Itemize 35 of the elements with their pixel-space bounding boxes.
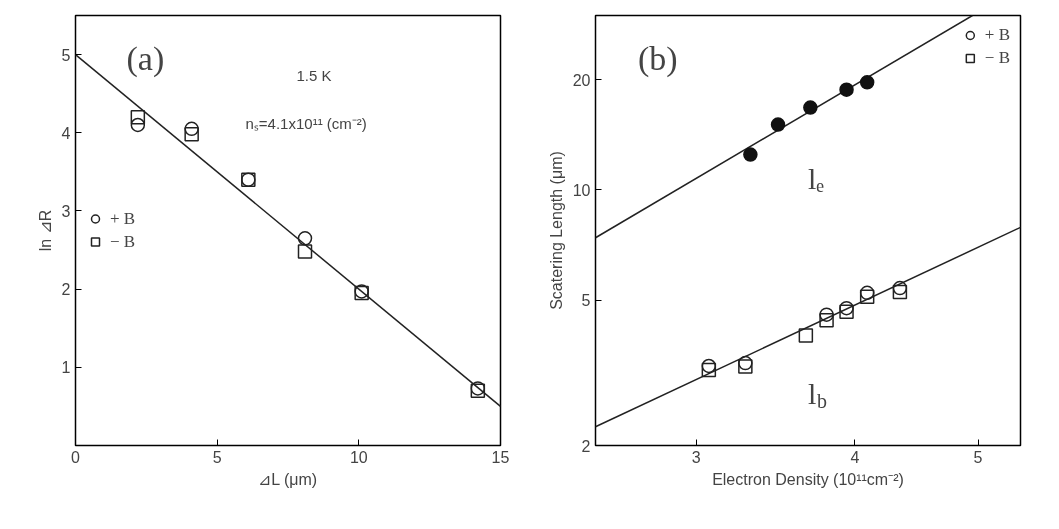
x-tick-label: 5 bbox=[212, 448, 222, 466]
y-tick-label: 5 bbox=[581, 292, 591, 310]
y-tick-label: 20 bbox=[572, 71, 591, 89]
y-tick-label: 4 bbox=[61, 124, 71, 142]
legend-label: + B bbox=[984, 25, 1010, 45]
x-tick-label: 15 bbox=[491, 448, 510, 466]
y-tick-label: 1 bbox=[61, 359, 71, 377]
point bbox=[130, 109, 146, 125]
y-tick-label: 3 bbox=[61, 202, 71, 220]
annotation: nₛ=4.1x10¹¹ (cm⁻²) bbox=[245, 114, 367, 132]
y-tick-label: 10 bbox=[572, 181, 591, 199]
annotation: lₑ bbox=[808, 162, 825, 196]
point bbox=[184, 121, 199, 137]
y-axis-title: Scatering Length (μm) bbox=[547, 151, 565, 310]
annotation: (a) bbox=[126, 40, 165, 78]
legend-label: − B bbox=[984, 48, 1010, 68]
y-tick-label: 2 bbox=[61, 281, 71, 299]
x-tick-label: 0 bbox=[71, 448, 81, 466]
point bbox=[130, 117, 146, 133]
x-tick-label: 10 bbox=[349, 448, 368, 466]
annotation: 1.5 K bbox=[296, 67, 332, 85]
y-tick-label: 5 bbox=[61, 46, 71, 64]
legend-label: + B bbox=[110, 208, 136, 229]
x-tick-label: 4 bbox=[850, 448, 860, 466]
y-axis-title: ln ⊿R bbox=[36, 209, 54, 252]
y-tick-label: 2 bbox=[581, 437, 591, 455]
point bbox=[184, 127, 199, 142]
annotation: (b) bbox=[638, 40, 678, 78]
x-axis-title: ⊿L (μm) bbox=[258, 470, 318, 488]
x-tick-label: 5 bbox=[973, 448, 983, 466]
point bbox=[297, 231, 313, 246]
x-axis-title: Electron Density (10¹¹cm⁻²) bbox=[712, 470, 904, 488]
point bbox=[297, 244, 313, 259]
legend-label: − B bbox=[110, 231, 136, 252]
x-tick-label: 3 bbox=[691, 448, 701, 466]
